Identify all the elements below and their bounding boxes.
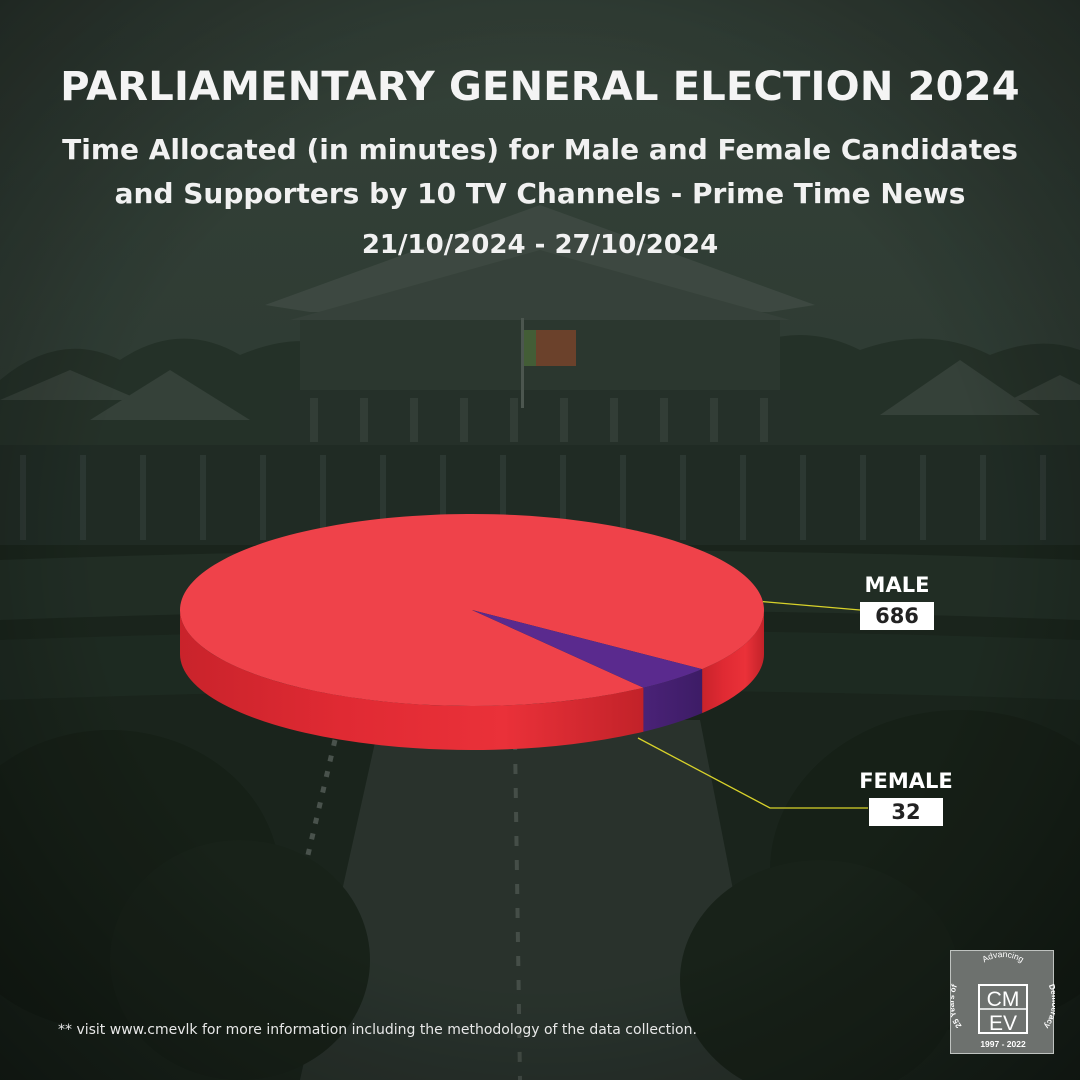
pie-top-group <box>180 513 765 706</box>
slice-label-female: FEMALE <box>859 769 953 793</box>
page-subtitle: Time Allocated (in minutes) for Male and… <box>40 128 1040 216</box>
pie-side-group <box>180 610 764 750</box>
logo-arc-top: Advancing <box>980 951 1026 964</box>
leader-line-male <box>762 600 861 611</box>
pie-slice-female <box>472 610 703 688</box>
svg-text:Democracy: Democracy <box>1042 983 1055 1031</box>
value-label-male: 686 <box>875 604 919 628</box>
footnote: ** visit www.cmevlk for more information… <box>58 1022 697 1038</box>
date-range: 21/10/2024 - 27/10/2024 <box>361 230 719 260</box>
page-title: PARLIAMENTARY GENERAL ELECTION 2024 <box>60 64 1020 110</box>
value-label-female: 32 <box>891 800 920 824</box>
subtitle-line-1: Time Allocated (in minutes) for Male and… <box>62 133 1018 166</box>
cmev-logo-mark: Advancing 25 Years of Democracy CM EV 19… <box>951 951 1055 1049</box>
cmev-logo: Advancing 25 Years of Democracy CM EV 19… <box>950 950 1055 1054</box>
logo-arc-right: Democracy <box>1042 983 1055 1031</box>
leader-line-female <box>637 737 868 809</box>
value-box-female <box>869 798 943 826</box>
value-box-male <box>860 602 934 630</box>
logo-letters-top: CM <box>987 988 1020 1011</box>
pie-slice-male <box>180 513 765 706</box>
svg-text:Advancing: Advancing <box>980 951 1026 964</box>
pie-side-male <box>180 610 644 750</box>
logo-years: 1997 - 2022 <box>980 1039 1026 1049</box>
subtitle-line-2: and Supporters by 10 TV Channels - Prime… <box>114 177 966 210</box>
pie-side-female <box>643 669 703 732</box>
logo-arc-left: 25 Years of <box>951 983 963 1030</box>
slice-label-male: MALE <box>865 573 930 597</box>
pie-side-male <box>702 610 764 714</box>
svg-text:25 Years of: 25 Years of <box>951 983 963 1030</box>
pie-labels-group: MALE 686 FEMALE 32 <box>637 573 953 826</box>
logo-letters-bottom: EV <box>989 1012 1017 1035</box>
